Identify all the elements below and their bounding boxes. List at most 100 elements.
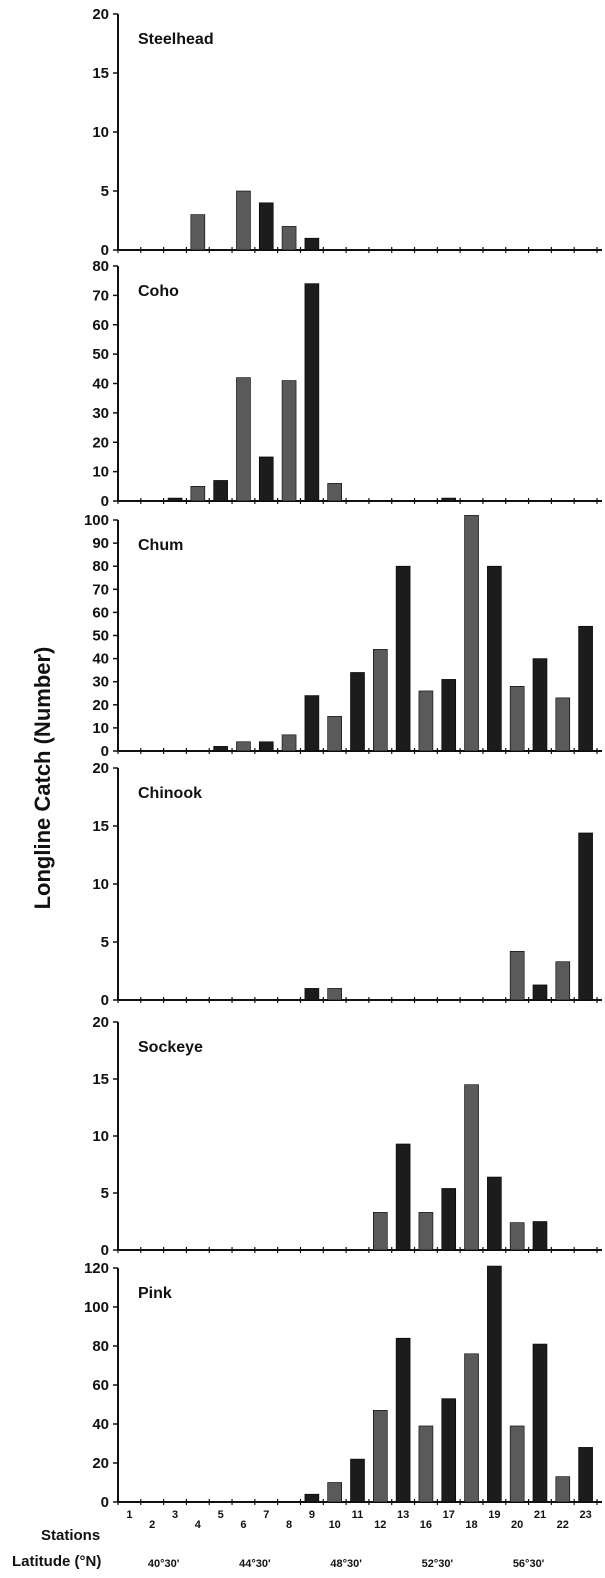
bar-sockeye-station-20 [509,1222,525,1251]
bar-sockeye-station-16 [418,1212,434,1251]
bar-sockeye-station-17 [441,1188,457,1251]
y-tick-label: 80 [92,1338,109,1355]
bar-pink-station-11 [350,1458,365,1503]
y-tick-label: 30 [92,405,109,422]
y-tick-label: 0 [101,493,109,510]
station-label: 20 [511,1519,523,1531]
bar-sockeye-station-19 [487,1176,502,1251]
bar-chinook-station-10 [327,988,342,1001]
bar-chum-station-18 [464,515,479,752]
panel-title: Steelhead [138,31,214,48]
y-tick-label: 60 [92,1377,109,1394]
latitude-label: 44°30' [239,1558,271,1570]
bar-pink-station-19 [487,1265,502,1503]
station-label: 11 [352,1509,364,1521]
y-tick-label: 40 [92,376,109,393]
bar-chum-station-11 [350,672,365,752]
bar-coho-station-7 [258,456,274,502]
station-label: 19 [488,1509,500,1521]
bar-chum-station-21 [532,658,548,752]
y-tick-label: 20 [92,6,109,23]
bar-chinook-station-22 [555,961,571,1001]
bar-chum-station-16 [418,690,434,752]
y-tick-label: 60 [92,317,109,334]
bar-chum-station-10 [327,716,342,752]
bar-chum-station-23 [578,625,593,752]
bar-coho-station-9 [304,283,320,502]
y-tick-label: 20 [92,1014,109,1031]
y-tick-label: 20 [92,697,109,714]
stations-row-label: Stations [41,1527,100,1544]
y-tick-label: 80 [92,258,109,275]
bar-steelhead-station-4 [190,214,206,251]
bar-pink-station-16 [418,1425,434,1503]
bar-steelhead-station-7 [258,202,274,251]
latitude-labels: 40°30' 44°30' 48°30' 52°30' 56°30' [148,1558,545,1570]
bar-chinook-station-21 [532,984,548,1001]
bar-chinook-station-9 [304,988,320,1001]
bar-coho-station-10 [327,483,342,502]
panel-title: Pink [138,1285,172,1302]
bar-steelhead-station-9 [304,237,320,251]
y-tick-label: 90 [92,535,109,552]
station-label: 4 [195,1519,202,1531]
y-tick-label: 10 [92,464,109,481]
y-tick-label: 15 [92,65,109,82]
y-tick-label: 100 [84,512,109,529]
y-tick-label: 60 [92,604,109,621]
y-tick-label: 100 [84,1299,109,1316]
station-label: 9 [309,1509,315,1521]
y-tick-label: 15 [92,1071,109,1088]
y-tick-label: 40 [92,651,109,668]
y-tick-label: 5 [101,183,109,200]
y-tick-label: 20 [92,760,109,777]
bar-chum-station-12 [373,649,388,752]
y-tick-label: 10 [92,876,109,893]
bar-chum-station-13 [395,565,411,752]
y-tick-label: 30 [92,674,109,691]
bar-steelhead-station-6 [236,190,251,251]
y-tick-label: 0 [101,1494,109,1511]
station-label: 22 [557,1519,569,1531]
station-label: 21 [534,1509,546,1521]
bar-chum-station-17 [441,679,457,752]
station-label: 13 [397,1509,409,1521]
bar-chum-station-20 [509,686,525,752]
y-tick-label: 40 [92,1416,109,1433]
y-tick-label: 10 [92,1128,109,1145]
bar-pink-station-20 [509,1425,525,1503]
bar-steelhead-station-8 [281,226,297,251]
station-label: 2 [149,1519,155,1531]
y-tick-label: 70 [92,287,109,304]
chart-panel-chinook: 0 5 10 15 20 Chinook [92,760,602,1009]
y-tick-label: 10 [92,124,109,141]
bar-chum-station-5 [213,746,228,752]
y-tick-label: 0 [101,1242,109,1259]
latitude-label: 40°30' [148,1558,180,1570]
bar-sockeye-station-21 [532,1221,548,1251]
bar-sockeye-station-13 [395,1143,411,1251]
y-tick-label: 15 [92,818,109,835]
station-label: 10 [329,1519,341,1531]
bar-coho-station-4 [190,486,206,502]
bar-chum-station-6 [236,741,251,752]
bar-pink-station-23 [578,1447,593,1503]
y-tick-label: 10 [92,720,109,737]
station-label: 3 [172,1509,178,1521]
bar-chum-station-22 [555,697,571,752]
y-tick-label: 50 [92,628,109,645]
chart-panels: 05101520Steelhead01020304050607080Coho01… [84,6,602,1511]
station-label: 17 [443,1509,455,1521]
station-label: 5 [218,1509,224,1521]
station-label: 16 [420,1519,432,1531]
y-tick-label: 50 [92,346,109,363]
station-label: 8 [286,1519,292,1531]
station-label: 23 [579,1509,591,1521]
y-tick-label: 70 [92,581,109,598]
y-tick-label: 20 [92,1455,109,1472]
y-tick-label: 80 [92,558,109,575]
chart-panel-coho: 0 10 20 30 40 50 60 70 80 Coho [92,258,602,510]
y-tick-label: 0 [101,743,109,760]
